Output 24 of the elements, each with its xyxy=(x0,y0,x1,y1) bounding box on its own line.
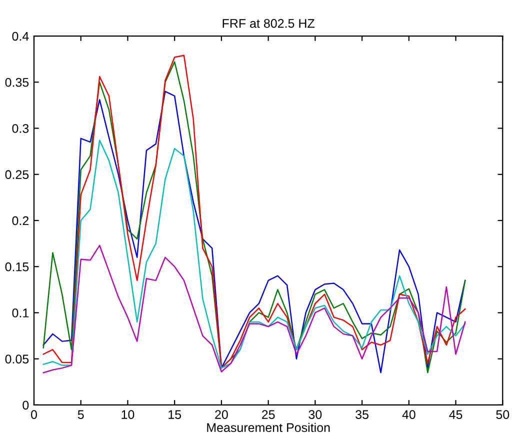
y-tick-label: 0.15 xyxy=(5,262,29,272)
y-tick-label: 0.2 xyxy=(12,216,29,226)
x-tick-label: 15 xyxy=(168,410,182,419)
y-tick-label: 0.25 xyxy=(5,170,29,180)
x-axis-title: Measurement Position xyxy=(207,422,330,432)
x-tick-label: 45 xyxy=(449,410,462,419)
y-tick-label: 0.3 xyxy=(12,124,29,133)
line-series xyxy=(42,140,466,369)
x-tick-label: 5 xyxy=(78,410,84,419)
x-tick-label: 25 xyxy=(262,410,275,419)
chart-title: FRF at 802.5 HZ xyxy=(222,18,314,28)
line-series xyxy=(42,244,466,374)
x-tick-label: 0 xyxy=(31,410,37,419)
y-tick-label: 0.1 xyxy=(12,308,29,318)
y-tick-label: 0.05 xyxy=(5,354,29,364)
x-tick-label: 40 xyxy=(402,410,416,419)
x-tick-label: 30 xyxy=(308,410,322,419)
x-tick-label: 50 xyxy=(496,410,510,419)
y-tick-label: 0.35 xyxy=(5,78,29,87)
x-tick-label: 10 xyxy=(122,410,134,419)
y-tick-label: 0.4 xyxy=(12,32,29,41)
x-tick-label: 35 xyxy=(356,410,368,419)
y-tick-label: 0 xyxy=(22,400,29,410)
x-tick-label: 20 xyxy=(215,410,228,419)
